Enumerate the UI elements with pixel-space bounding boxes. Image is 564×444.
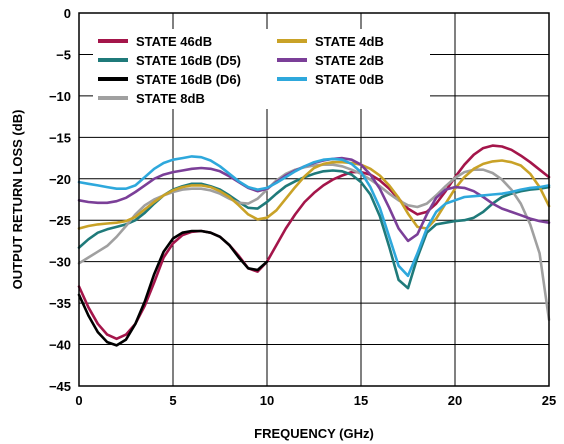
y-tick-label: −5 [56, 47, 71, 62]
plot-frame [78, 12, 550, 387]
legend: STATE 46dB STATE 16dB (D5) STATE 16dB (D6)… [93, 29, 430, 109]
legend-label: STATE 46dB [136, 34, 212, 49]
series-group [77, 144, 551, 347]
x-tick-label: 15 [354, 393, 368, 408]
y-tick-label: −35 [49, 296, 71, 311]
x-tick-label: 25 [542, 393, 556, 408]
y-tick-label: −30 [49, 255, 71, 270]
y-tick-label: −15 [49, 130, 71, 145]
x-tick-labels: 0 5 10 15 20 25 [75, 393, 556, 408]
series-line [77, 155, 551, 278]
legend-label: STATE 2dB [315, 53, 384, 68]
y-tick-labels: 0 −5 −10 −15 −20 −25 −30 −35 −40 −45 [49, 6, 71, 394]
series-line [77, 169, 551, 290]
x-tick-label: 5 [169, 393, 176, 408]
y-tick-label: −40 [49, 338, 71, 353]
legend-label: STATE 0dB [315, 72, 384, 87]
x-tick-label: 0 [75, 393, 82, 408]
y-tick-label: 0 [64, 6, 71, 21]
x-axis-title: FREQUENCY (GHz) [254, 426, 374, 441]
legend-label: STATE 16dB (D5) [136, 53, 241, 68]
y-tick-label: −20 [49, 172, 71, 187]
x-tick-label: 20 [448, 393, 462, 408]
y-tick-label: −25 [49, 213, 71, 228]
y-tick-label: −45 [49, 379, 71, 394]
y-axis-title: OUTPUT RETURN LOSS (dB) [10, 110, 25, 290]
legend-label: STATE 16dB (D6) [136, 72, 241, 87]
legend-label: STATE 8dB [136, 91, 205, 106]
legend-label: STATE 4dB [315, 34, 384, 49]
legend-background [93, 29, 430, 109]
series-line [77, 144, 551, 341]
y-tick-label: −10 [49, 89, 71, 104]
x-tick-label: 10 [260, 393, 274, 408]
series-line [77, 229, 269, 347]
series-line [77, 159, 551, 230]
